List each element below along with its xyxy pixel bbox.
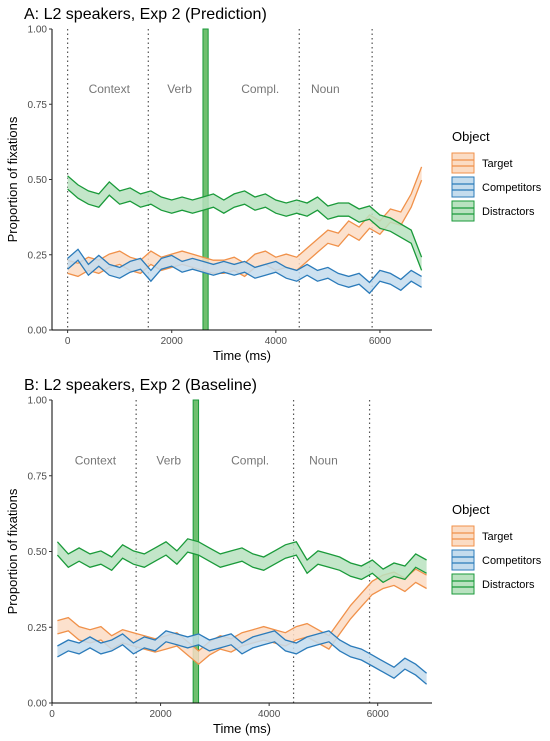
legend-title: Object [452, 129, 490, 144]
y-tick-label: 0.25 [28, 623, 48, 634]
legend-item-target: Target [451, 525, 513, 547]
x-axis-title: Time (ms) [213, 348, 271, 363]
legend-item-target: Target [451, 152, 513, 174]
x-axis-title: Time (ms) [213, 721, 271, 736]
series-target [67, 166, 423, 278]
y-tick-label: 0.50 [28, 547, 48, 558]
legend-swatch [451, 152, 475, 174]
y-tick-label: 1.00 [28, 396, 48, 407]
chart-panel-b: B: L2 speakers, Exp 2 (Baseline) Context V… [5, 377, 542, 736]
legend-swatch [451, 176, 475, 198]
legend-label: Competitors [482, 182, 542, 194]
legend-label: Distractors [482, 206, 535, 218]
series-lower-line [56, 551, 427, 584]
region-label: Verb [167, 82, 192, 96]
series-upper-line [56, 538, 427, 570]
series-upper-line [57, 568, 427, 652]
confidence-band [67, 175, 422, 271]
legend-label: Competitors [482, 555, 542, 567]
x-tick-label: 0 [65, 336, 71, 347]
legend-swatch [451, 200, 475, 222]
chart-title: A: L2 speakers, Exp 2 (Prediction) [24, 6, 267, 23]
series-competitors [57, 630, 428, 685]
series-competitors [67, 248, 422, 295]
series-upper-line [67, 248, 422, 284]
region-label: Compl. [241, 82, 279, 96]
legend-item-distractors: Distractors [451, 200, 535, 222]
confidence-band [67, 166, 422, 277]
y-axis-title: Proportion of fixations [5, 488, 20, 614]
target-onset-bar [202, 28, 209, 331]
x-tick-label: 6000 [367, 709, 390, 720]
series-upper-line [57, 630, 428, 674]
y-tick-label: 0.00 [28, 699, 48, 710]
series-distractors [67, 175, 423, 271]
y-tick-label: 0.75 [28, 100, 48, 111]
legend-title: Object [452, 502, 490, 517]
legend-label: Target [482, 531, 513, 543]
x-tick-label: 4000 [265, 336, 288, 347]
y-axis-title: Proportion of fixations [5, 116, 20, 242]
x-tick-label: 6000 [369, 336, 392, 347]
region-label: Verb [156, 454, 181, 468]
chart-panel-a: A: L2 speakers, Exp 2 (Prediction) Contex… [5, 6, 542, 363]
y-tick-label: 0.50 [28, 175, 48, 186]
legend: Object Target Competitors Distractors [451, 129, 542, 222]
region-label: Compl. [231, 454, 269, 468]
region-label: Noun [309, 454, 338, 468]
legend: Object Target Competitors Distractors [451, 502, 542, 595]
y-tick-label: 0.25 [28, 250, 48, 261]
legend-item-distractors: Distractors [451, 573, 535, 595]
series-upper-line [67, 175, 423, 258]
legend-item-competitors: Competitors [451, 176, 542, 198]
legend-label: Distractors [482, 579, 535, 591]
confidence-band [67, 249, 422, 294]
region-label: Context [89, 82, 131, 96]
series-distractors [56, 538, 427, 584]
y-tick-label: 1.00 [28, 25, 48, 36]
legend-swatch [451, 525, 475, 547]
x-tick-label: 2000 [149, 709, 172, 720]
x-tick-label: 0 [49, 709, 55, 720]
region-label: Context [75, 454, 117, 468]
series-lower-line [67, 259, 422, 295]
series-lower-line [67, 188, 423, 271]
y-tick-label: 0.75 [28, 471, 48, 482]
legend-item-competitors: Competitors [451, 549, 542, 571]
region-label: Noun [311, 82, 340, 96]
series-lower-line [57, 641, 428, 685]
x-tick-label: 2000 [161, 336, 184, 347]
chart-title: B: L2 speakers, Exp 2 (Baseline) [24, 377, 257, 394]
confidence-band [57, 630, 427, 685]
legend-swatch [451, 573, 475, 595]
legend-swatch [451, 549, 475, 571]
y-tick-label: 0.00 [28, 326, 48, 337]
x-tick-label: 4000 [258, 709, 281, 720]
legend-label: Target [482, 158, 513, 170]
